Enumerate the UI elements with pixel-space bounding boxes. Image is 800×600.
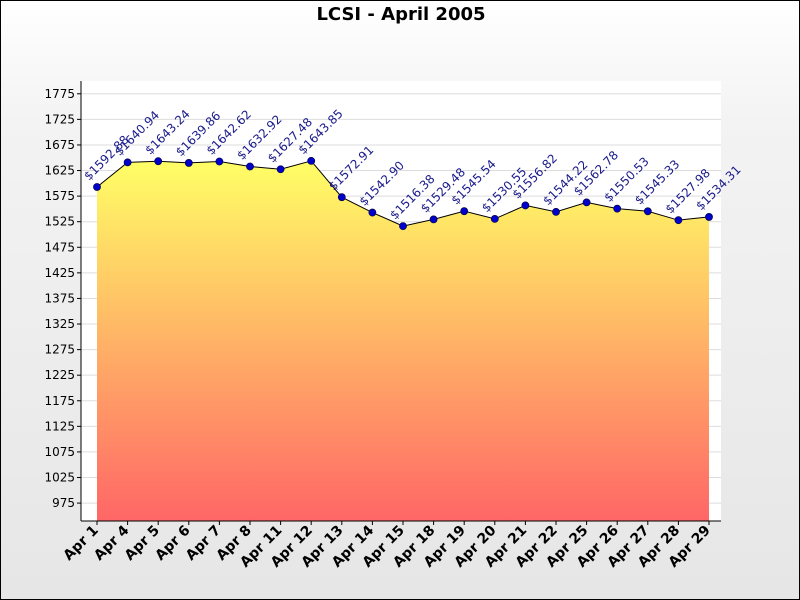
data-point bbox=[276, 165, 285, 174]
data-point bbox=[399, 222, 407, 231]
data-point bbox=[705, 213, 713, 221]
y-tick-label: 1625 bbox=[44, 164, 75, 178]
data-point bbox=[552, 207, 560, 216]
data-point bbox=[429, 215, 438, 224]
y-tick-label: 1525 bbox=[44, 215, 75, 229]
data-point bbox=[307, 156, 316, 165]
data-point bbox=[643, 207, 652, 216]
y-tick-label: 1425 bbox=[44, 266, 75, 280]
y-tick-label: 1025 bbox=[44, 471, 75, 485]
data-point bbox=[93, 183, 101, 191]
y-tick-label: 1575 bbox=[44, 189, 75, 203]
area-fill bbox=[97, 160, 709, 522]
data-point bbox=[337, 193, 346, 202]
data-point bbox=[368, 208, 377, 217]
y-tick-label: 1225 bbox=[44, 368, 75, 382]
y-axis-ticks: 975 1025 1075 1125 1175 1225 1275 1325 1375 1425 1… bbox=[44, 87, 81, 510]
data-point bbox=[460, 207, 469, 216]
data-point bbox=[154, 157, 163, 166]
data-point bbox=[246, 162, 254, 171]
y-tick-label: 1375 bbox=[44, 291, 75, 305]
data-point bbox=[674, 216, 683, 225]
data-point bbox=[490, 214, 499, 223]
data-point bbox=[215, 157, 224, 166]
axes bbox=[80, 81, 721, 522]
y-tick-label: 1775 bbox=[44, 87, 75, 101]
y-tick-label: 1725 bbox=[44, 112, 75, 126]
y-tick-label: 1125 bbox=[44, 419, 75, 433]
y-tick-label: 1475 bbox=[44, 240, 75, 254]
y-tick-label: 1175 bbox=[44, 394, 75, 408]
data-point bbox=[613, 204, 622, 213]
y-tick-label: 1275 bbox=[44, 343, 75, 357]
y-tick-label: 1075 bbox=[44, 445, 75, 459]
data-point bbox=[521, 201, 530, 210]
data-points bbox=[93, 156, 713, 231]
data-point bbox=[123, 158, 132, 167]
y-tick-label: 975 bbox=[52, 496, 75, 510]
chart-title: LCSI - April 2005 bbox=[316, 4, 485, 25]
data-point bbox=[582, 198, 591, 207]
y-tick-label: 1325 bbox=[44, 317, 75, 331]
data-point bbox=[184, 159, 193, 167]
y-tick-label: 1675 bbox=[44, 138, 75, 152]
